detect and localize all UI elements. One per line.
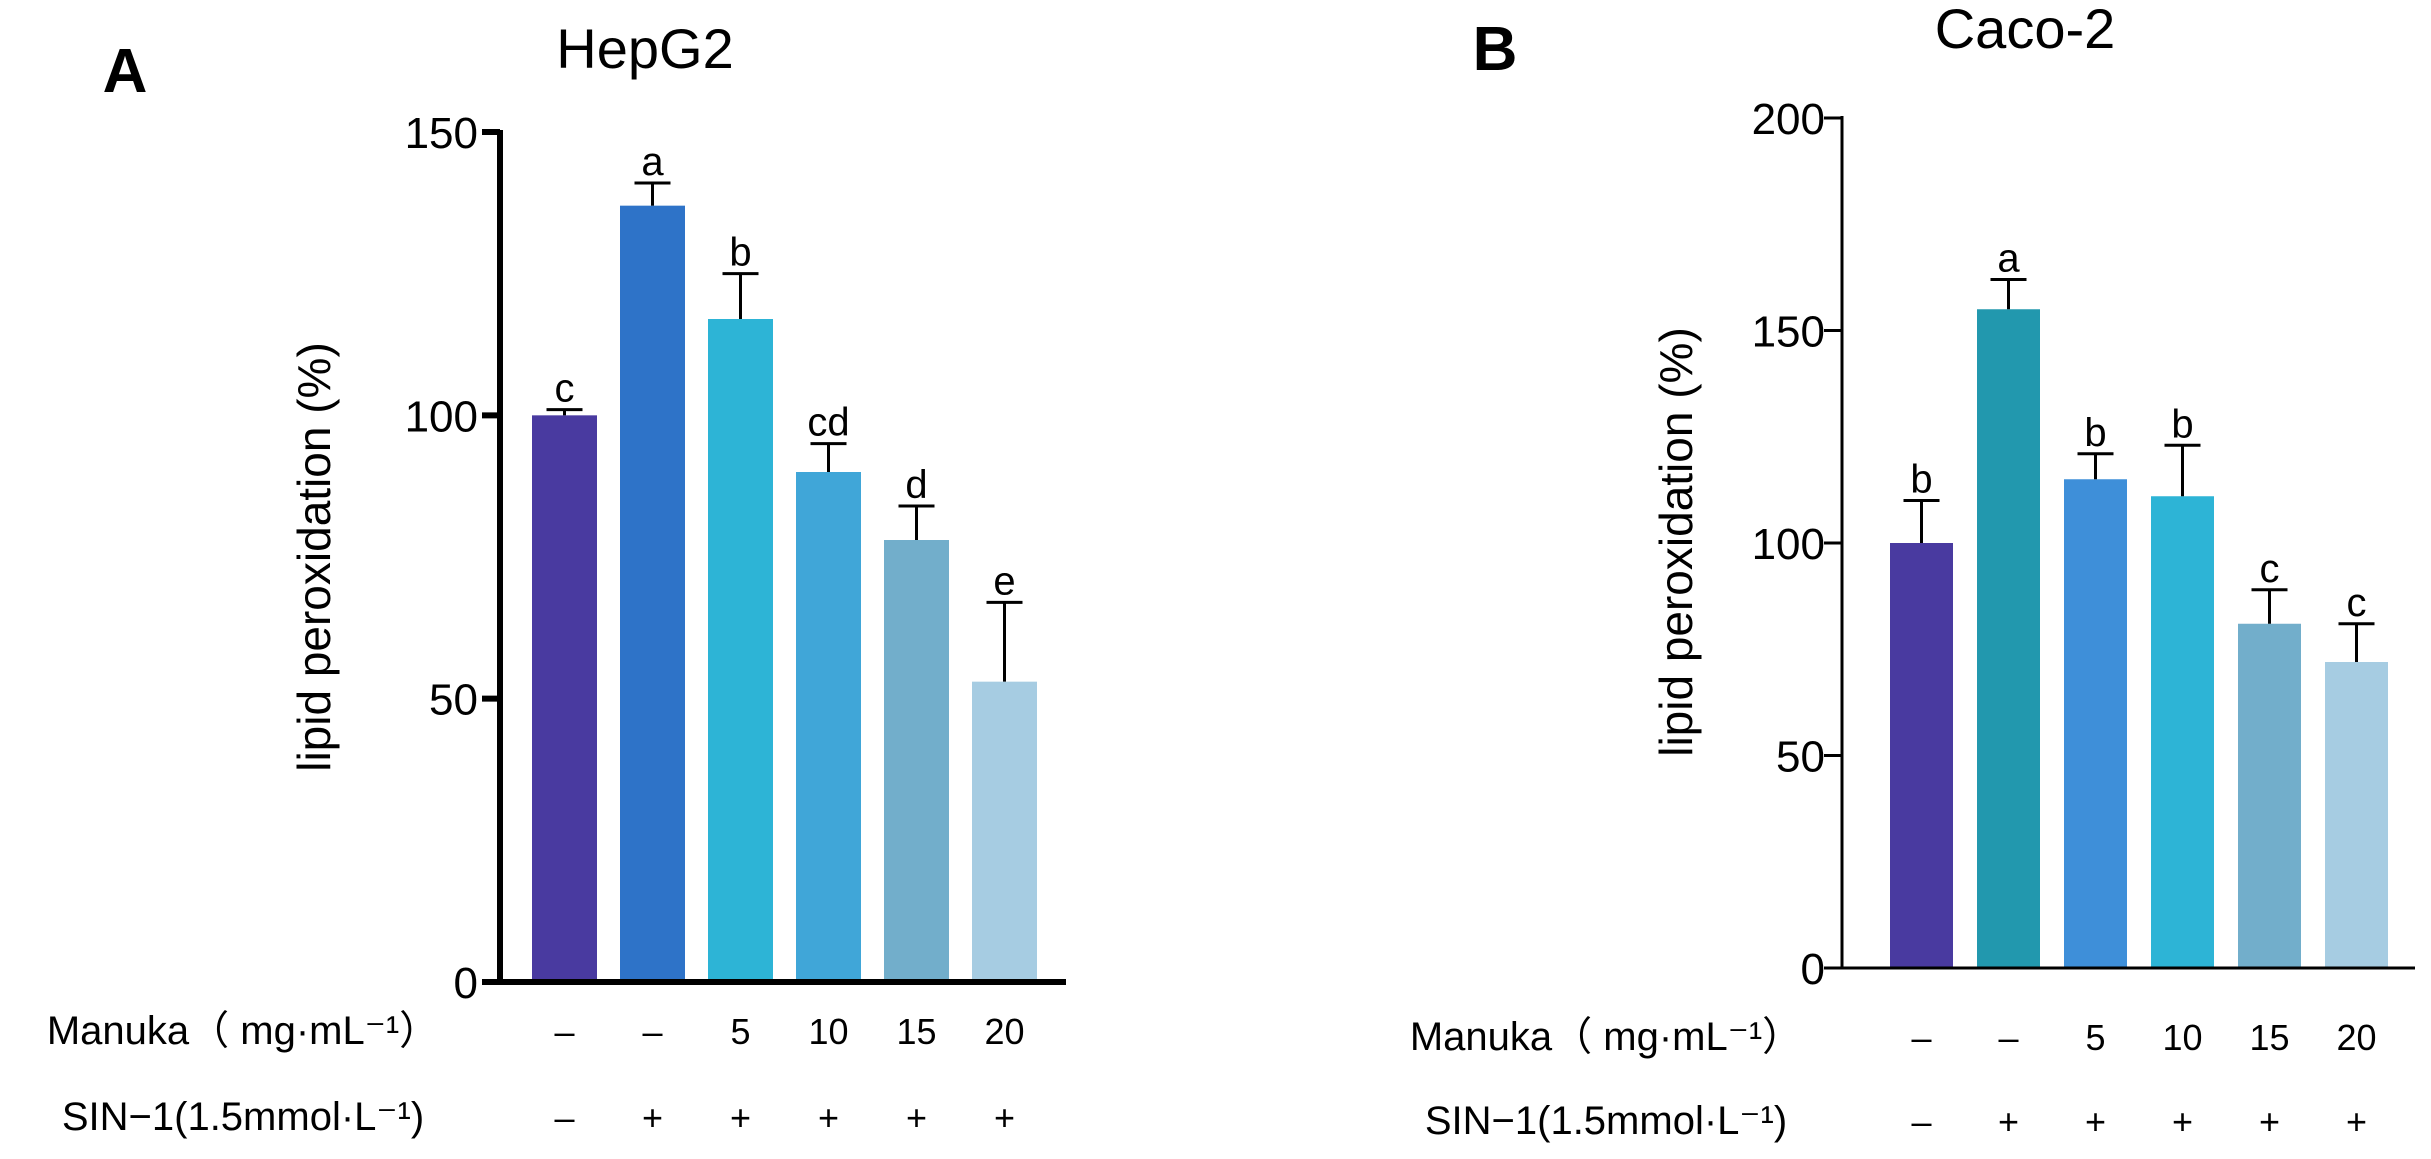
significance-letter: c (555, 367, 575, 411)
bar (1977, 309, 2040, 968)
bar (2151, 496, 2214, 968)
sin1-row-label: SIN−1(1.5mmol·L⁻¹) (1425, 1099, 1787, 1143)
manuka-dose: 20 (984, 1011, 1024, 1052)
sin1-sign: + (994, 1097, 1015, 1138)
y-tick-label: 150 (405, 109, 478, 158)
significance-letter: b (729, 231, 751, 275)
manuka-dose: – (554, 1011, 574, 1052)
bar (796, 472, 861, 982)
significance-letter: c (2347, 581, 2367, 625)
significance-letter: d (905, 463, 927, 507)
manuka-dose: – (1911, 1017, 1931, 1058)
bar (2325, 662, 2388, 968)
manuka-dose: 10 (2162, 1017, 2202, 1058)
y-tick-label: 50 (1776, 733, 1825, 782)
sin1-sign: + (2085, 1101, 2106, 1142)
chart-title: Caco-2 (1935, 0, 2116, 60)
y-tick-label: 200 (1752, 95, 1825, 144)
manuka-dose: 15 (2249, 1017, 2289, 1058)
manuka-dose: 15 (896, 1011, 936, 1052)
sin1-sign: – (1911, 1101, 1931, 1142)
bar (2238, 623, 2301, 968)
bar (708, 319, 773, 982)
significance-letter: a (1997, 237, 2020, 281)
significance-letter: a (641, 140, 664, 184)
manuka-dose: 5 (2085, 1017, 2105, 1058)
significance-letter: c (2260, 547, 2280, 591)
bar (972, 681, 1037, 982)
manuka-dose: 5 (730, 1011, 750, 1052)
sin1-sign: + (642, 1097, 663, 1138)
sin1-sign: + (906, 1097, 927, 1138)
significance-letter: cd (807, 401, 849, 445)
significance-letter: b (1910, 458, 1932, 502)
significance-letter: e (993, 559, 1015, 603)
panel-a: A HepG2 lipid peroxidation (%) c a b cd d e 0 50 10… (47, 17, 1066, 1139)
sin1-sign: + (2346, 1101, 2367, 1142)
bar (2064, 479, 2127, 968)
y-tick-label: 0 (454, 959, 478, 1008)
chart-title: HepG2 (556, 17, 733, 80)
panel-letter: B (1473, 15, 1518, 84)
y-axis-label: lipid peroxidation (%) (288, 342, 340, 772)
bar (1890, 543, 1953, 968)
manuka-dose: – (642, 1011, 662, 1052)
y-tick-label: 0 (1801, 945, 1825, 994)
manuka-row-label: Manuka（ mg·mL⁻¹） (47, 1009, 439, 1053)
bar (884, 540, 949, 982)
sin1-sign: + (2259, 1101, 2280, 1142)
sin1-sign: + (730, 1097, 751, 1138)
manuka-dose: 10 (808, 1011, 848, 1052)
y-tick-label: 150 (1752, 308, 1825, 357)
bar (532, 415, 597, 982)
sin1-row-label: SIN−1(1.5mmol·L⁻¹) (62, 1095, 424, 1139)
significance-letter: b (2084, 411, 2106, 455)
bar (620, 205, 685, 982)
manuka-row-label: Manuka（ mg·mL⁻¹） (1410, 1015, 1802, 1059)
manuka-dose: – (1998, 1017, 2018, 1058)
y-tick-label: 100 (405, 392, 478, 441)
y-tick-label: 50 (429, 676, 478, 725)
significance-letter: b (2171, 402, 2193, 446)
y-axis-label: lipid peroxidation (%) (1650, 327, 1702, 757)
sin1-sign: + (1998, 1101, 2019, 1142)
panel-b: B Caco-2 lipid peroxidation (%) b a b b c c 0 50 10… (1410, 0, 2415, 1143)
sin1-sign: + (818, 1097, 839, 1138)
sin1-sign: + (2172, 1101, 2193, 1142)
manuka-dose: 20 (2336, 1017, 2376, 1058)
y-tick-label: 100 (1752, 520, 1825, 569)
sin1-sign: – (554, 1097, 574, 1138)
panel-letter: A (103, 37, 148, 106)
